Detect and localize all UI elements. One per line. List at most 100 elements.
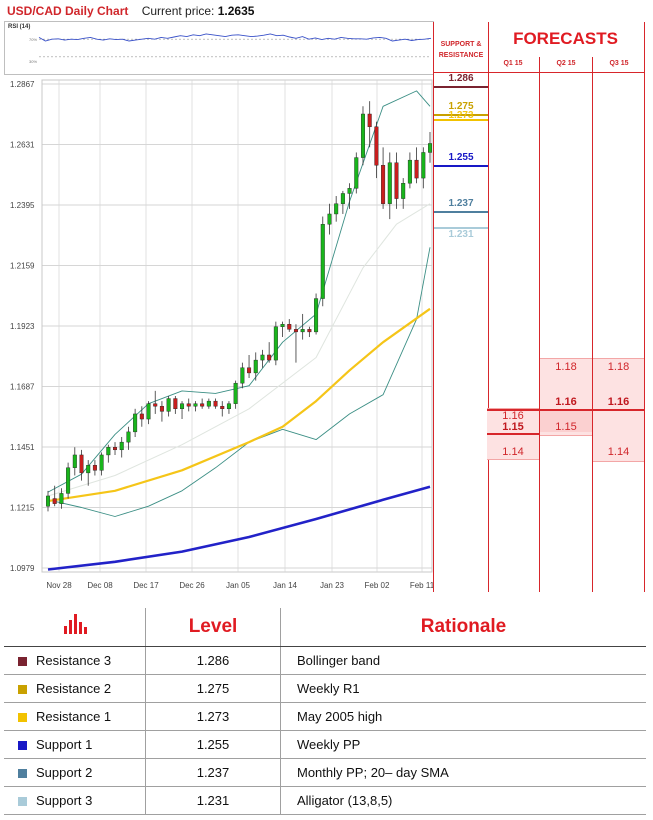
sr-level-label: 1.275 bbox=[448, 100, 474, 112]
y-tick-label: 1.1923 bbox=[10, 322, 35, 331]
current-price-label: Current price: bbox=[141, 4, 215, 18]
row-name: Resistance 3 bbox=[36, 653, 112, 668]
candle-body bbox=[193, 403, 198, 407]
candle-body bbox=[92, 465, 97, 471]
candle-body bbox=[186, 403, 191, 407]
candle-body bbox=[320, 224, 325, 299]
candle-body bbox=[46, 495, 51, 507]
sr-level-line bbox=[434, 211, 488, 214]
forecast-col-q2: Q2 15 bbox=[556, 60, 576, 67]
chart-header: USD/CAD Daily Chart Current price: 1.263… bbox=[7, 4, 254, 18]
row-name-cell: Resistance 1 bbox=[4, 702, 146, 731]
sr-level-line bbox=[434, 119, 488, 122]
candle-body bbox=[347, 188, 352, 194]
row-level: 1.286 bbox=[145, 646, 281, 675]
row-level: 1.275 bbox=[145, 674, 281, 703]
candle-body bbox=[233, 382, 238, 404]
forecast-q1-median-rule bbox=[487, 433, 539, 435]
forecast-q3-low: 1.14 bbox=[607, 446, 630, 458]
current-price-value: 1.2635 bbox=[217, 4, 255, 18]
forecast-q3-mid: 1.16 bbox=[607, 396, 630, 408]
level-color-swatch bbox=[18, 657, 27, 666]
support-resistance-title: SUPPORT & RESISTANCE bbox=[434, 39, 488, 61]
y-tick-label: 1.2867 bbox=[10, 80, 35, 89]
candle-body bbox=[166, 398, 171, 412]
candle-body bbox=[293, 329, 298, 333]
bollinger-mid-line bbox=[47, 203, 431, 497]
forecast-col-q3: Q3 15 bbox=[609, 60, 629, 67]
sr-header-rule bbox=[434, 72, 488, 73]
row-level: 1.255 bbox=[145, 730, 281, 759]
candle-body bbox=[314, 298, 319, 333]
sma-blue-line bbox=[47, 485, 431, 571]
y-tick-label: 1.1687 bbox=[10, 383, 35, 392]
candle-body bbox=[106, 447, 111, 456]
row-name: Support 3 bbox=[36, 793, 93, 808]
candle-body bbox=[79, 454, 84, 474]
candle-body bbox=[273, 326, 278, 361]
candle-body bbox=[287, 324, 292, 330]
sr-level-line bbox=[434, 165, 488, 168]
levels-table: Level Rationale Resistance 3 1.286 Bolling… bbox=[4, 608, 646, 815]
table-row: Support 3 1.231 Alligator (13,8,5) bbox=[4, 786, 646, 815]
candle-body bbox=[213, 400, 218, 407]
rsi-panel: RSI (14) 70% 30% bbox=[4, 21, 434, 75]
table-row: Support 2 1.237 Monthly PP; 20– day SMA bbox=[4, 758, 646, 787]
x-tick-label: Feb 11 bbox=[410, 581, 434, 590]
candle-body bbox=[119, 441, 124, 451]
candle-body bbox=[267, 354, 272, 361]
candle-body bbox=[421, 152, 426, 179]
candle-body bbox=[200, 403, 205, 407]
forecast-current-rule bbox=[487, 409, 644, 411]
rsi-lower-level-label: 30% bbox=[29, 59, 38, 64]
row-name-cell: Resistance 3 bbox=[4, 646, 146, 675]
candle-body bbox=[407, 159, 412, 184]
sr-level-line bbox=[434, 113, 488, 116]
candle-body bbox=[139, 413, 144, 420]
price-chart: 1.2867 1.2631 1.2395 1.2159 1.1923 1.1687 1.14… bbox=[10, 79, 434, 590]
sr-title-line2: RESISTANCE bbox=[438, 52, 484, 59]
candle-body bbox=[327, 213, 332, 225]
sma-yellow-line bbox=[47, 307, 431, 503]
forecast-range-q2-lower bbox=[540, 410, 592, 432]
row-level: 1.231 bbox=[145, 786, 281, 815]
rsi-label: RSI (14) bbox=[8, 24, 31, 30]
candle-body bbox=[153, 403, 158, 407]
candle-body bbox=[59, 493, 64, 504]
row-level: 1.273 bbox=[145, 702, 281, 731]
forecast-q3-high: 1.18 bbox=[607, 361, 630, 373]
candle-body bbox=[360, 113, 365, 158]
row-name: Resistance 2 bbox=[36, 681, 112, 696]
candle-body bbox=[381, 165, 386, 204]
candle-body bbox=[126, 431, 131, 443]
forecast-q1-mid: 1.15 bbox=[502, 421, 524, 433]
rsi-plot bbox=[38, 33, 432, 58]
row-name-cell: Support 1 bbox=[4, 730, 146, 759]
candle-body bbox=[159, 406, 164, 412]
candle-body bbox=[86, 465, 91, 474]
row-rationale: Alligator (13,8,5) bbox=[280, 786, 646, 815]
row-name-cell: Resistance 2 bbox=[4, 674, 146, 703]
candle-body bbox=[401, 183, 406, 199]
row-rationale: Weekly R1 bbox=[280, 674, 646, 703]
candle-body bbox=[146, 403, 151, 420]
row-rationale: May 2005 high bbox=[280, 702, 646, 731]
candle-body bbox=[66, 467, 71, 494]
level-color-swatch bbox=[18, 685, 27, 694]
table-row: Resistance 1 1.273 May 2005 high bbox=[4, 702, 646, 731]
forecast-q2-mid: 1.15 bbox=[555, 421, 577, 433]
candle-body bbox=[180, 403, 185, 410]
table-header-rationale: Rationale bbox=[280, 608, 646, 647]
candle-body bbox=[307, 329, 312, 333]
sr-level-label: 1.231 bbox=[448, 228, 474, 240]
candle-body bbox=[133, 413, 138, 433]
forecast-divider bbox=[592, 57, 593, 592]
bollinger-lower-line bbox=[47, 247, 431, 517]
table-row: Resistance 2 1.275 Weekly R1 bbox=[4, 674, 646, 703]
sr-level-line bbox=[434, 85, 488, 88]
forecast-divider bbox=[539, 57, 540, 592]
sr-level-line bbox=[434, 226, 488, 229]
candle-body bbox=[240, 367, 245, 384]
candle-body bbox=[387, 162, 392, 204]
candle-body bbox=[52, 498, 57, 504]
